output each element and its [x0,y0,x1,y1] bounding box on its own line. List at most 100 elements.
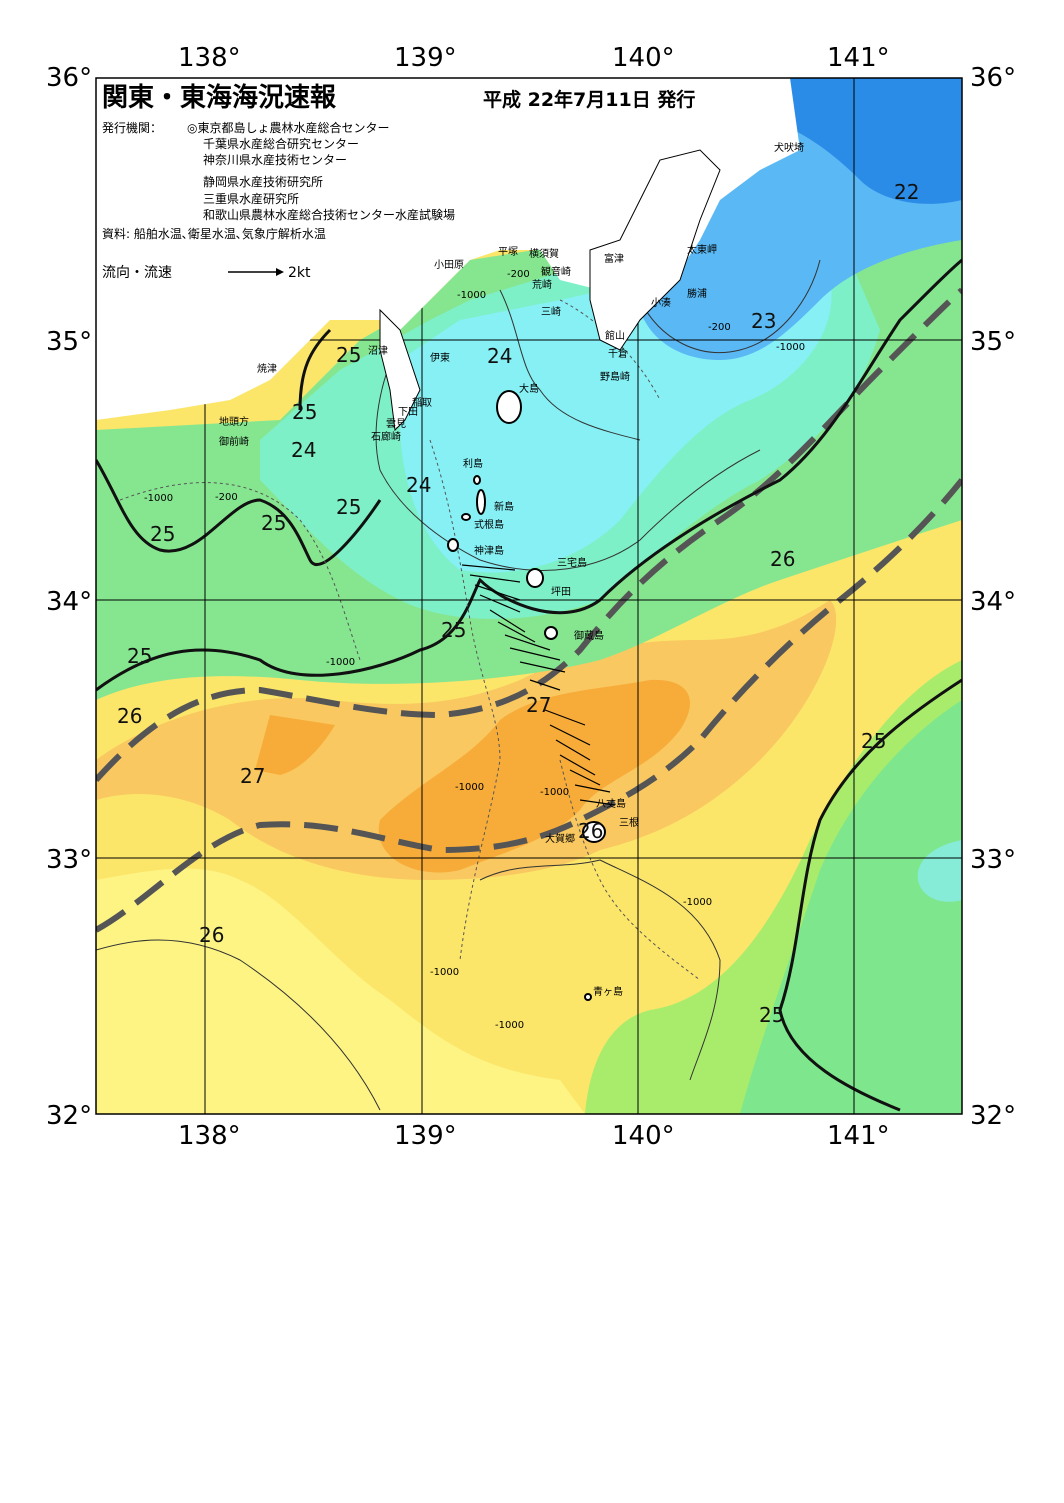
sst-label: 26 [770,547,795,571]
depth-label: -1000 [457,290,486,301]
place-name: 観音崎 [541,265,571,278]
island-hachijojima [582,821,606,843]
depth-label: -1000 [455,782,484,793]
page-title: 関東・東海海況速報 [102,83,337,113]
place-name: 青ヶ島 [593,985,623,998]
place-name: 大賀郷 [545,832,575,845]
sst-label: 25 [150,522,175,546]
sst-label: 24 [487,344,512,368]
isotherm-25-southeast [778,678,962,1112]
isotherm-25-west [96,459,382,567]
lon-label-top-140: 140° [612,43,675,73]
sst-zone-27-west-patch [255,715,335,775]
current-arrows [461,564,616,806]
issuer-6: 和歌山県農林水産総合技術センター水産試験場 [203,207,455,222]
lat-label-right-34: 34° [970,587,1016,617]
island-niijima [476,489,486,515]
issuer-label: 発行機関： [102,120,162,135]
issuer-4: 静岡県水産技術研究所 [203,174,323,189]
sst-label: 25 [261,511,286,535]
sst-label: 26 [117,704,142,728]
place-name: 式根島 [474,518,504,531]
place-name: 野島崎 [600,370,630,383]
island-aogashima [584,993,592,1001]
sst-label: 25 [336,343,361,367]
place-name: 三宅島 [557,556,587,569]
izu-peninsula-land [379,308,421,432]
lon-label-top-141: 141° [827,43,890,73]
place-name: 八丈島 [596,797,626,810]
island-miyakejima [526,568,544,588]
isotherm-25-north [96,258,962,692]
lat-label-right-32: 32° [970,1101,1016,1131]
place-name: 富津 [604,252,624,265]
place-name: 伊東 [430,351,450,364]
graticule [96,78,962,1114]
place-name: 小田原 [434,259,464,271]
sst-labels: 22 23 24 24 24 25 25 25 25 25 25 25 25 2… [117,180,919,1027]
sst-label: 22 [894,180,919,204]
place-name: 犬吠埼 [774,141,804,154]
sst-zone-25-southeast-core [740,700,962,1114]
lat-label-left-36: 36° [46,63,92,93]
depth-label: -200 [708,322,731,333]
map-area [96,78,962,1114]
place-name: 三根 [619,816,639,829]
kuroshio-axis-north [96,287,962,783]
lat-label-right-36: 36° [970,63,1016,93]
issuer-3: 神奈川県水産技術センター [203,152,347,167]
issuer-5: 三重県水産研究所 [203,191,299,206]
place-name: 地頭方 [219,415,249,428]
islands [447,390,606,1001]
sst-label: 27 [240,764,265,788]
header-panel-land [96,78,800,420]
sst-zone-26-pale-west [96,868,585,1114]
issue-date: 平成 22年7月11日 発行 [483,88,695,111]
sst-zone-22-ne-core [760,78,962,204]
place-name: 焼津 [257,363,277,375]
sst-label: 27 [526,693,551,717]
lon-label-bottom-141: 141° [827,1121,890,1151]
place-name: 利島 [463,457,483,470]
depth-label: -1000 [683,897,712,908]
island-shikinejima [461,513,471,521]
lon-label-bottom-138: 138° [178,1121,241,1151]
place-name: 坪田 [551,585,571,598]
place-name: 横須賀 [529,247,559,260]
isotherm-25-peninsula [298,328,332,411]
place-name: 御蔵島 [574,629,604,642]
place-name: 神津島 [474,544,504,557]
map-frame [95,77,963,1115]
place-name: 勝浦 [687,287,707,300]
depth-label: -1000 [144,493,173,504]
lat-label-left-32: 32° [46,1101,92,1131]
place-name: 下田 [398,407,418,418]
place-name: 大島 [519,382,539,395]
depth-label: -200 [507,269,530,280]
place-name: 稲取 [412,397,432,409]
data-source: 資料: 船舶水温､衛星水温､気象庁解析水温 [102,226,326,241]
sst-label: 24 [291,438,316,462]
place-name: 太東岬 [687,243,717,256]
minor-contours [96,259,821,1111]
place-names: 犬吠埼 太東岬 勝浦 小湊 館山 千倉 野島崎 富津 横須賀 観音崎 荒崎 三崎… [219,141,804,998]
island-oshima [496,390,522,424]
island-toshima [473,475,481,485]
sst-label: 25 [336,495,361,519]
depth-label: -1000 [776,342,805,353]
issuer-1: ◎東京都島しょ農林水産総合センター [187,120,389,135]
lon-label-top-139: 139° [394,43,457,73]
sst-label: 26 [199,923,224,947]
legend-scale-label: 2kt [288,265,311,281]
sst-zone-24-patch [917,840,962,902]
sst-label: 25 [861,729,886,753]
depth-label: -1000 [326,657,355,668]
lon-label-bottom-140: 140° [612,1121,675,1151]
lat-label-right-33: 33° [970,845,1016,875]
lat-label-left-33: 33° [46,845,92,875]
lat-label-left-35: 35° [46,327,92,357]
depth-label: -1000 [430,967,459,978]
place-name: 御前崎 [219,435,249,448]
island-kozushima [447,538,459,552]
